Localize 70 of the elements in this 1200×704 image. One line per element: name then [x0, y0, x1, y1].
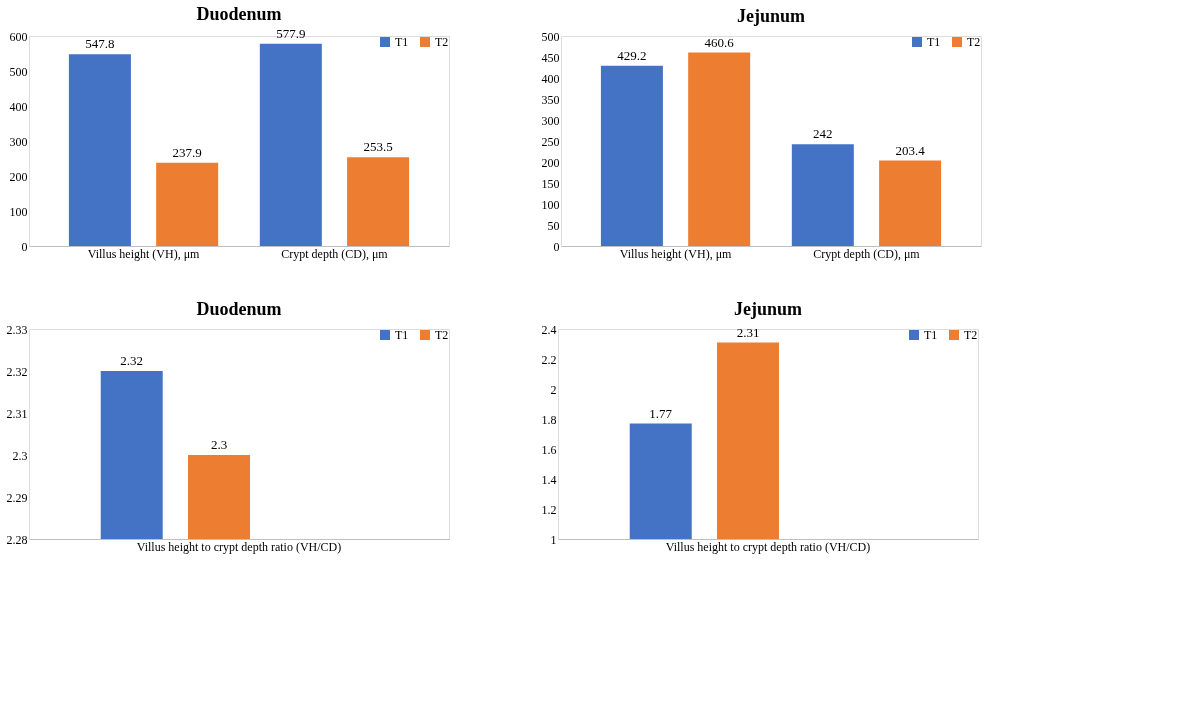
y-tick-label: 100 — [9, 204, 28, 219]
y-tick-label: 1.2 — [541, 502, 557, 517]
x-tick-label: Villus height to crypt depth ratio (VH/CD) — [665, 539, 871, 554]
chart-title: Duodenum — [196, 299, 282, 319]
y-tick-label: 150 — [541, 176, 560, 191]
y-tick-label: 2.29 — [6, 490, 28, 505]
legend-label: T2 — [435, 35, 449, 49]
data-label: 1.77 — [649, 405, 673, 421]
x-tick-label: Villus height (VH), μm — [87, 246, 201, 261]
y-tick-label: 200 — [9, 169, 28, 184]
legend-label: T1 — [395, 35, 409, 49]
y-tick-label: 2 — [550, 382, 557, 397]
data-label: 242 — [813, 126, 833, 142]
x-tick-label: Villus height to crypt depth ratio (VH/CD) — [136, 539, 342, 554]
y-tick-label: 400 — [541, 71, 560, 86]
bar — [347, 157, 410, 246]
x-tick-label: Crypt depth (CD), μm — [813, 246, 921, 261]
y-tick-label: 50 — [547, 218, 560, 233]
data-label: 203.4 — [895, 142, 926, 158]
bar — [156, 162, 219, 246]
y-tick-label: 2.33 — [6, 322, 28, 337]
bar — [791, 144, 854, 246]
data-label: 577.9 — [276, 25, 306, 41]
x-tick-label: Villus height (VH), μm — [619, 246, 733, 261]
y-tick-label: 450 — [541, 50, 560, 65]
data-label: 429.2 — [617, 47, 647, 63]
y-tick-label: 1 — [550, 532, 557, 547]
y-tick-label: 400 — [9, 99, 28, 114]
bar — [879, 160, 942, 246]
data-label: 2.31 — [736, 324, 760, 340]
legend-label: T1 — [927, 35, 941, 49]
legend-label: T2 — [964, 328, 978, 342]
y-tick-label: 300 — [9, 134, 28, 149]
chart-title: Duodenum — [196, 3, 282, 24]
y-tick-label: 350 — [541, 92, 560, 107]
y-tick-label: 1.6 — [541, 442, 557, 457]
legend-label: T1 — [395, 328, 409, 342]
y-tick-label: 500 — [541, 29, 560, 44]
bar — [259, 43, 322, 246]
data-label: 547.8 — [85, 36, 115, 52]
data-label: 2.3 — [210, 437, 228, 452]
y-tick-label: 2.4 — [541, 322, 557, 337]
y-tick-label: 1.4 — [541, 472, 557, 487]
y-tick-label: 0 — [21, 239, 28, 254]
y-tick-label: 1.8 — [541, 412, 557, 427]
y-tick-label: 2.3 — [12, 448, 28, 463]
y-tick-label: 600 — [9, 29, 28, 44]
y-tick-label: 0 — [553, 239, 560, 254]
y-tick-label: 100 — [541, 197, 560, 212]
y-tick-label: 250 — [541, 134, 560, 149]
legend-label: T1 — [924, 328, 938, 342]
data-label: 460.6 — [704, 34, 735, 50]
y-tick-label: 2.28 — [6, 532, 28, 547]
legend-label: T2 — [435, 328, 449, 342]
data-label: 2.32 — [120, 353, 144, 368]
y-tick-label: 2.2 — [541, 352, 557, 367]
legend-label: T2 — [967, 35, 981, 49]
y-tick-label: 300 — [541, 113, 560, 128]
data-label: 237.9 — [172, 144, 202, 160]
y-tick-label: 500 — [9, 64, 28, 79]
y-tick-label: 2.31 — [6, 406, 28, 421]
data-label: 253.5 — [363, 139, 393, 155]
y-tick-label: 200 — [541, 155, 560, 170]
y-tick-label: 2.32 — [6, 364, 28, 379]
x-tick-label: Crypt depth (CD), μm — [281, 246, 389, 261]
chart-title: Jejunum — [736, 6, 806, 26]
bar — [600, 65, 663, 246]
chart-title: Jejunum — [733, 299, 803, 319]
bar — [688, 52, 751, 246]
bar — [68, 54, 131, 246]
